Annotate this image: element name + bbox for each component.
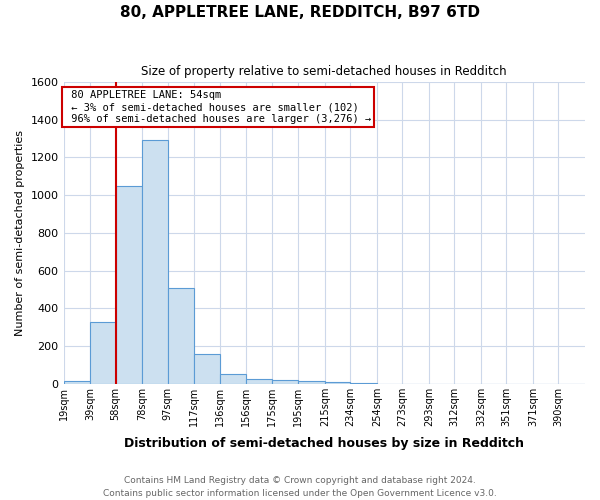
Bar (272, 380, 298, 384)
Text: Contains HM Land Registry data © Crown copyright and database right 2024.
Contai: Contains HM Land Registry data © Crown c… (103, 476, 497, 498)
Text: 80 APPLETREE LANE: 54sqm
 ← 3% of semi-detached houses are smaller (102)
 96% of: 80 APPLETREE LANE: 54sqm ← 3% of semi-de… (65, 90, 371, 124)
Bar (116, 186, 142, 384)
Bar (142, 140, 167, 384)
Title: Size of property relative to semi-detached houses in Redditch: Size of property relative to semi-detach… (142, 65, 507, 78)
Bar (325, 382, 350, 384)
Bar (220, 374, 246, 384)
Bar (64, 381, 90, 384)
Y-axis label: Number of semi-detached properties: Number of semi-detached properties (15, 130, 25, 336)
Bar (246, 379, 272, 384)
Bar (167, 288, 194, 384)
X-axis label: Distribution of semi-detached houses by size in Redditch: Distribution of semi-detached houses by … (124, 437, 524, 450)
Text: 80, APPLETREE LANE, REDDITCH, B97 6TD: 80, APPLETREE LANE, REDDITCH, B97 6TD (120, 5, 480, 20)
Bar (90, 322, 116, 384)
Bar (298, 382, 325, 384)
Bar (194, 354, 220, 384)
